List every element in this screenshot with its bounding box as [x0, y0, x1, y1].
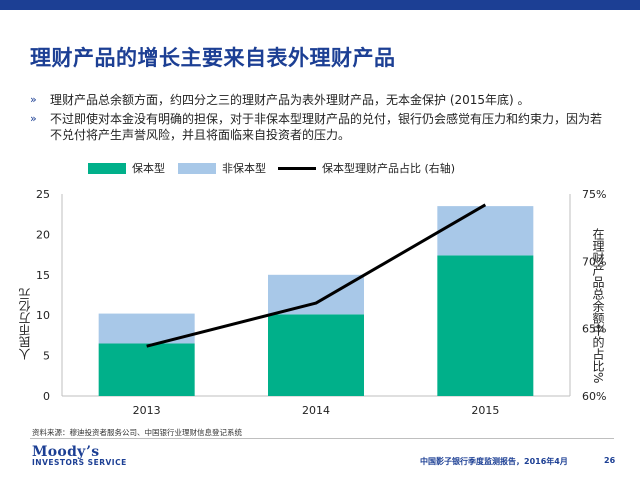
- bullet-list: » 理财产品总余额方面，约四分之三的理财产品为表外理财产品，无本金保护 (201…: [30, 92, 610, 146]
- source-note: 资料来源：穆迪投资者服务公司、中国银行业理财信息登记系统: [32, 428, 242, 437]
- left-tick-label: 15: [36, 269, 50, 282]
- legend-swatch-share-line: [278, 166, 316, 170]
- moodys-logo: Moody’s INVESTORS SERVICE: [32, 444, 127, 467]
- stacked-bar-chart: 0 5 10 15 20 25 60% 65% 70% 75% 2013 2014 2015: [36, 188, 606, 417]
- bar-guaranteed: [437, 255, 534, 396]
- bar-guaranteed: [98, 343, 195, 396]
- bullet-marker: »: [30, 112, 37, 125]
- logo-wordmark: Moody’s: [32, 444, 100, 460]
- legend-item-share-line: 保本型理财产品占比 (右轴): [278, 160, 455, 176]
- bullet-text: 不过即使对本金没有明确的担保，对于非保本型理财产品的兑付，银行仍会感觉有压力和约…: [50, 112, 603, 142]
- legend-swatch-guaranteed: [88, 162, 126, 174]
- legend-label-guaranteed: 保本型: [132, 162, 165, 175]
- right-tick-label: 60%: [582, 390, 606, 403]
- right-tick-label: 70%: [582, 255, 606, 268]
- legend-swatch-non-guaranteed: [178, 162, 216, 174]
- right-tick-label: 75%: [582, 188, 606, 201]
- bar-non-guaranteed: [437, 206, 534, 256]
- chart-legend: 保本型 非保本型 保本型理财产品占比 (右轴): [0, 160, 640, 180]
- left-tick-label: 20: [36, 228, 50, 241]
- x-tick-label: 2015: [471, 404, 499, 417]
- bullet-item: » 理财产品总余额方面，约四分之三的理财产品为表外理财产品，无本金保护 (201…: [30, 92, 610, 108]
- footer-report-title: 中国影子银行季度监测报告，2016年4月: [420, 457, 568, 466]
- bar-guaranteed: [268, 314, 364, 396]
- left-tick-label: 10: [36, 309, 50, 322]
- page-title: 理财产品的增长主要来自表外理财产品: [30, 46, 396, 70]
- bullet-marker: »: [30, 93, 37, 106]
- x-tick-label: 2014: [302, 404, 330, 417]
- right-tick-label: 65%: [582, 323, 606, 336]
- legend-label-non-guaranteed: 非保本型: [222, 162, 266, 175]
- left-tick-label: 5: [43, 350, 50, 363]
- logo-subtitle: INVESTORS SERVICE: [32, 458, 127, 467]
- legend-item-non-guaranteed: 非保本型: [178, 160, 266, 176]
- bullet-item: » 不过即使对本金没有明确的担保，对于非保本型理财产品的兑付，银行仍会感觉有压力…: [30, 111, 610, 143]
- left-axis-title: 人民币万亿元: [18, 288, 32, 360]
- bar-non-guaranteed: [268, 274, 364, 315]
- page-number: 26: [604, 456, 616, 465]
- left-tick-label: 25: [36, 188, 50, 201]
- left-tick-label: 0: [43, 390, 50, 403]
- right-axis-title: 在理财产品总余额中的占比%: [591, 228, 605, 384]
- legend-label-share-line: 保本型理财产品占比 (右轴): [322, 162, 456, 175]
- bullet-text: 理财产品总余额方面，约四分之三的理财产品为表外理财产品，无本金保护 (2015年…: [50, 93, 530, 107]
- footer-divider: [30, 438, 614, 439]
- top-accent-bar: [0, 0, 640, 10]
- x-tick-label: 2013: [133, 404, 161, 417]
- legend-item-guaranteed: 保本型: [88, 160, 165, 176]
